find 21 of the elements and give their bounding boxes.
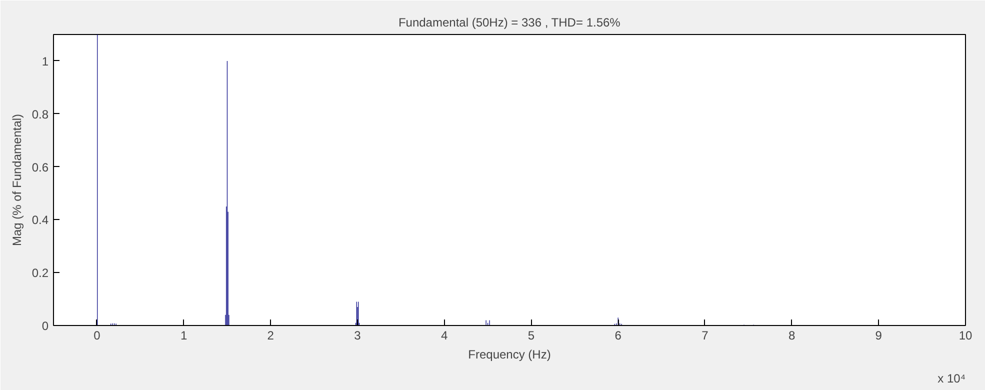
x-tick-label: 7	[702, 328, 709, 342]
x-tick-label: 8	[788, 328, 796, 342]
y-tick-label: 0.8	[32, 107, 49, 122]
chart-title: Fundamental (50Hz) = 336 , THD= 1.56%	[398, 16, 621, 30]
y-tick-label: 0	[42, 319, 49, 333]
x-tick-label: 5	[528, 328, 535, 342]
y-tick-label: 0.2	[32, 266, 49, 280]
y-tick-label: 0.4	[32, 213, 49, 228]
x-tick-label: 4	[441, 328, 448, 342]
text: x 10⁴	[938, 372, 966, 386]
x-tick-label: 10	[958, 328, 972, 342]
y-tick-label: 1	[42, 54, 49, 68]
x-tick-label: 0	[94, 328, 101, 342]
y-axis-title: Mag (% of Fundamental)	[10, 114, 24, 246]
x-tick-label: 9	[875, 328, 882, 342]
x-tick-label: 1	[180, 328, 188, 342]
x-tick-label: 2	[267, 328, 274, 342]
x-tick-label: 3	[354, 328, 362, 342]
x-axis-title: Frequency (Hz)	[468, 348, 551, 362]
x-tick-label: 6	[614, 328, 622, 342]
y-tick-label: 0.6	[32, 160, 49, 174]
